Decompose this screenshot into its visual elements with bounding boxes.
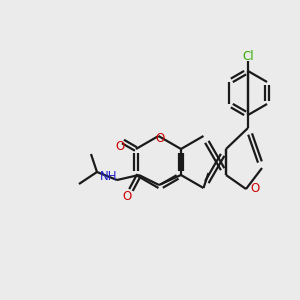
Text: O: O <box>250 182 260 196</box>
Text: Cl: Cl <box>242 50 254 62</box>
Text: O: O <box>156 131 165 145</box>
Text: O: O <box>115 140 124 153</box>
Text: O: O <box>122 190 132 202</box>
Text: NH: NH <box>100 170 118 184</box>
